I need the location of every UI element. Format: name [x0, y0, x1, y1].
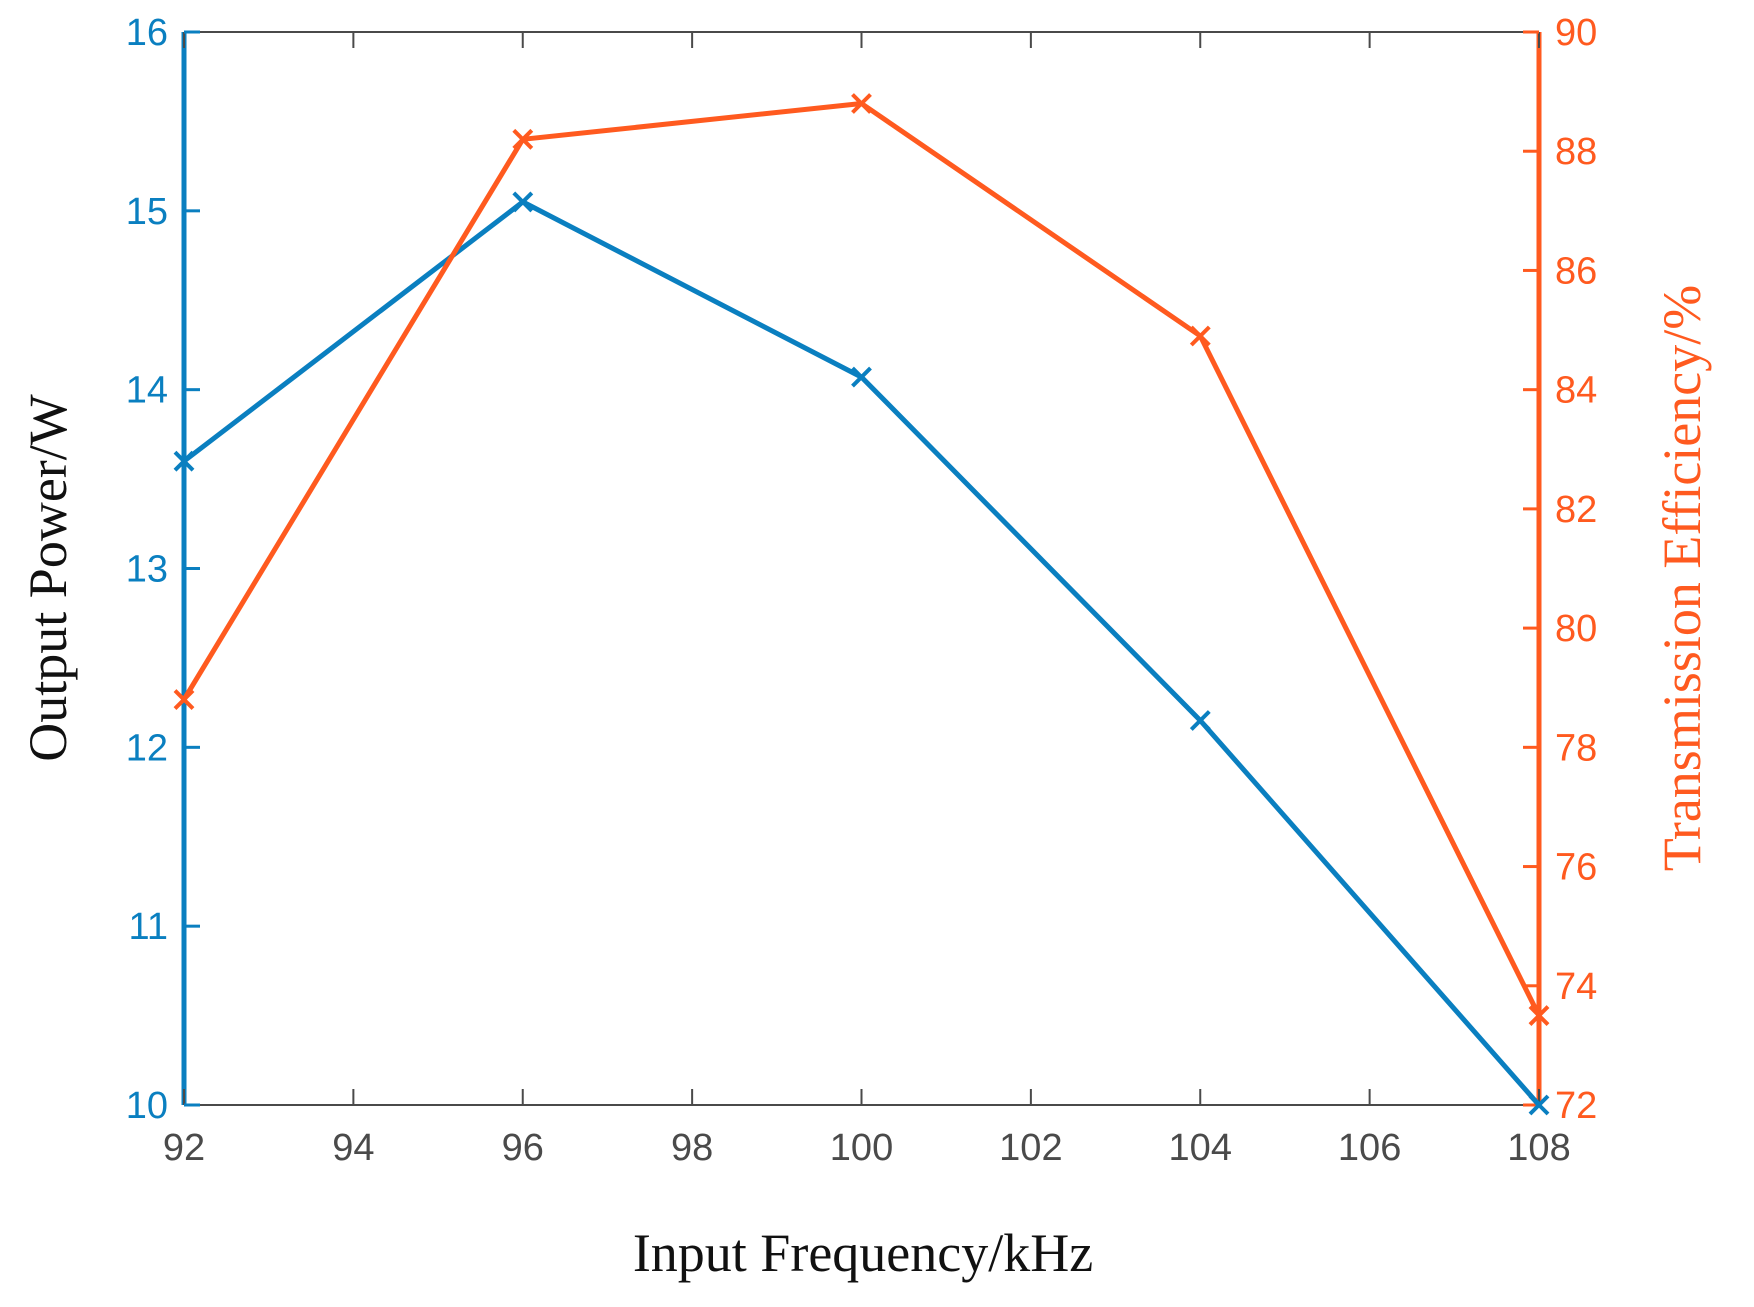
- power-marker-stroke-b: [173, 450, 195, 472]
- power-marker-stroke-b: [512, 191, 534, 213]
- y-right-tick-label-80: 80: [1555, 608, 1597, 650]
- x-tick-label-96: 96: [502, 1127, 544, 1169]
- power-point-104: [1189, 710, 1211, 731]
- efficiency-marker-stroke-b: [173, 689, 195, 711]
- x-tick-label-104: 104: [1169, 1127, 1232, 1169]
- power-marker-stroke-b: [1528, 1094, 1550, 1116]
- y-left-tick-label-14: 14: [126, 370, 168, 412]
- y-left-tick-label-15: 15: [126, 191, 168, 233]
- y-right-tick-label-90: 90: [1555, 12, 1597, 54]
- efficiency-marker-stroke-b: [851, 93, 872, 114]
- y-left-tick-label-13: 13: [126, 549, 168, 591]
- y-left-tick-label-12: 12: [126, 727, 168, 769]
- y-left-axis-title: Output Power/W: [18, 394, 78, 761]
- y-right-tick-label-82: 82: [1555, 489, 1597, 531]
- axes-layer: 92 94 96 98 100 102 104 106 108 10 11 12 13 14 15 16 72 7…: [126, 12, 1598, 1169]
- x-tick-label-92: 92: [163, 1127, 205, 1169]
- series-layer: [173, 93, 1550, 1116]
- x-tick-label-98: 98: [671, 1127, 713, 1169]
- efficiency-point-104: [1189, 325, 1211, 347]
- x-tick-label-102: 102: [999, 1127, 1062, 1169]
- efficiency-point-100: [851, 93, 872, 114]
- efficiency-point-108: [1528, 1005, 1550, 1027]
- y-right-tick-label-76: 76: [1555, 847, 1597, 889]
- x-tick-label-106: 106: [1338, 1127, 1401, 1169]
- x-tick-label-94: 94: [332, 1127, 374, 1169]
- efficiency-series-line: [181, 101, 1542, 1017]
- y-left-tick-label-11: 11: [129, 906, 168, 948]
- power-point-100: [851, 366, 872, 388]
- x-axis-title: Input Frequency/kHz: [633, 1223, 1093, 1283]
- y-right-tick-label-86: 86: [1555, 250, 1597, 292]
- power-marker-stroke-b: [1189, 710, 1211, 731]
- efficiency-marker-stroke-b: [1189, 325, 1211, 347]
- efficiency-point-92: [173, 689, 195, 711]
- y-right-tick-label-88: 88: [1555, 131, 1597, 173]
- y-left-tick-label-10: 10: [126, 1085, 168, 1127]
- y-left-tick-label-16: 16: [126, 12, 168, 54]
- y-right-tick-label-72: 72: [1555, 1085, 1597, 1127]
- y-right-tick-label-78: 78: [1555, 727, 1597, 769]
- power-point-96: [512, 191, 534, 213]
- y-right-axis-title: Transmission Efficiency/%: [1652, 285, 1712, 871]
- y-right-tick-label-84: 84: [1555, 370, 1597, 412]
- labels-layer: Input Frequency/kHz Output Power/W Trans…: [18, 285, 1712, 1283]
- y-right-tick-label-74: 74: [1555, 966, 1597, 1008]
- power-series-line: [182, 199, 1541, 1107]
- efficiency-marker-stroke-b: [1528, 1005, 1550, 1027]
- efficiency-point-96: [512, 128, 534, 150]
- power-point-108: [1528, 1094, 1550, 1116]
- power-point-92: [173, 450, 195, 472]
- power-marker-stroke-b: [851, 366, 872, 388]
- x-tick-label-108: 108: [1507, 1127, 1570, 1169]
- efficiency-marker-stroke-b: [512, 128, 534, 150]
- x-tick-label-100: 100: [830, 1127, 893, 1169]
